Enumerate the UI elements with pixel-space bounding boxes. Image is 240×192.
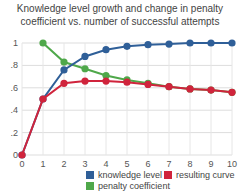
legend-swatch xyxy=(164,171,172,179)
data-point xyxy=(39,39,46,46)
data-point xyxy=(81,65,88,72)
data-point xyxy=(144,81,151,88)
y-tick-label: .4 xyxy=(10,105,18,115)
y-tick-label: .6 xyxy=(10,83,18,93)
title: Knowledge level growth and change in pen… xyxy=(17,3,223,27)
grid-line xyxy=(232,43,233,155)
x-tick-label: 7 xyxy=(166,159,171,169)
y-tick-label: 1 xyxy=(13,38,18,48)
series-line xyxy=(43,43,232,92)
x-tick-label: 6 xyxy=(145,159,150,169)
grid-line xyxy=(127,43,128,155)
x-tick-label: 10 xyxy=(227,159,237,169)
data-point xyxy=(207,39,214,46)
x-tick-label: 5 xyxy=(124,159,129,169)
data-point xyxy=(39,95,46,102)
data-point xyxy=(102,77,109,84)
grid-line xyxy=(190,43,191,155)
data-point xyxy=(123,43,130,50)
series-line xyxy=(22,43,232,155)
series-line xyxy=(22,81,232,155)
grid-line xyxy=(211,43,212,155)
data-point xyxy=(186,39,193,46)
grid-line xyxy=(169,43,170,155)
x-tick-label: 0 xyxy=(19,159,24,169)
data-point xyxy=(165,83,172,90)
data-point xyxy=(123,79,130,86)
x-tick-label: 8 xyxy=(187,159,192,169)
legend-swatch xyxy=(86,182,94,190)
x-tick-label: 4 xyxy=(103,159,108,169)
data-point xyxy=(102,46,109,53)
data-point xyxy=(81,53,88,60)
x-tick-label: 3 xyxy=(82,159,87,169)
plot-area xyxy=(18,39,235,158)
data-point xyxy=(39,95,46,102)
y-tick-label: 0 xyxy=(13,150,18,160)
data-point xyxy=(228,89,235,96)
data-point xyxy=(18,151,25,158)
data-point xyxy=(60,66,67,73)
data-point xyxy=(207,86,214,93)
legend-swatch xyxy=(86,171,94,179)
title-line: Knowledge level growth and change in pen… xyxy=(17,3,223,14)
y-tick-label: .8 xyxy=(10,60,18,70)
legend-label: penalty coefficient xyxy=(98,181,170,191)
data-point xyxy=(18,151,25,158)
legend-label: knowledge level xyxy=(98,170,162,180)
data-point xyxy=(228,39,235,46)
grid-line xyxy=(22,43,23,155)
data-point xyxy=(186,85,193,92)
legend-label: resulting curve xyxy=(176,170,235,180)
grid-line xyxy=(148,43,149,155)
x-tick-label: 1 xyxy=(40,159,45,169)
x-tick-label: 9 xyxy=(208,159,213,169)
chart: Knowledge level growth and change in pen… xyxy=(0,0,240,192)
data-point xyxy=(144,41,151,48)
data-point xyxy=(81,77,88,84)
data-point xyxy=(60,80,67,87)
data-point xyxy=(228,89,235,96)
x-tick-label: 2 xyxy=(61,159,66,169)
data-point xyxy=(60,58,67,65)
data-point xyxy=(165,41,172,48)
data-point xyxy=(165,83,172,90)
grid-line xyxy=(106,43,107,155)
title-line: coefficient vs. number of successful att… xyxy=(21,16,220,27)
data-point xyxy=(207,86,214,93)
data-point xyxy=(186,85,193,92)
y-tick-label: .2 xyxy=(10,128,18,138)
